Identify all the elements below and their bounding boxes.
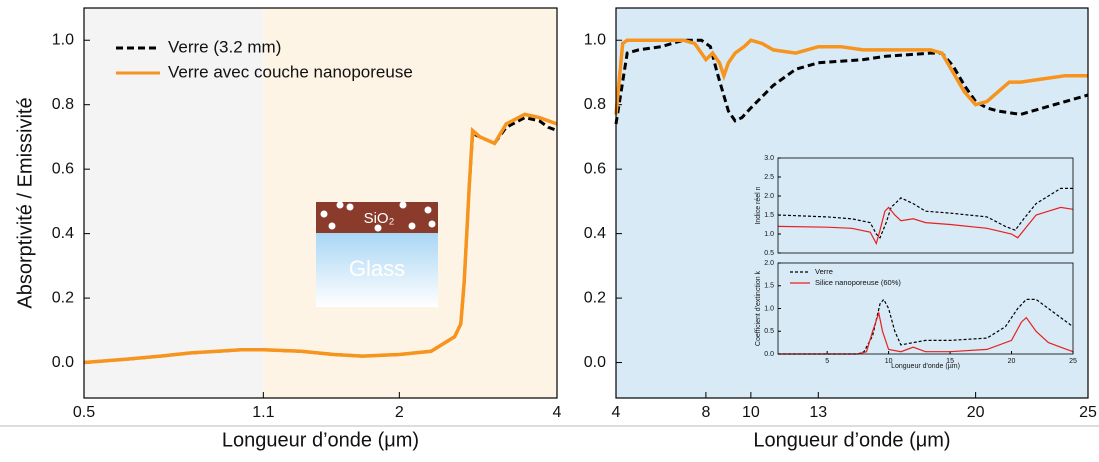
x-tick-label: 0.5	[73, 404, 95, 421]
pore	[328, 222, 336, 230]
x-tick-label: 10	[885, 358, 893, 365]
pore	[374, 224, 382, 232]
plot-frame	[615, 7, 1089, 399]
line-series	[777, 187, 1073, 239]
y-tick-label: 0.0	[764, 351, 774, 358]
x-axis-label: Longueur d’onde (μm)	[753, 429, 950, 451]
y-tick-label: 0.5	[764, 328, 774, 335]
y-tick-label: 0.6	[584, 160, 606, 177]
y-tick-label: 0.4	[52, 225, 74, 242]
x-tick-label: 20	[1008, 358, 1016, 365]
line-series	[777, 206, 1074, 246]
y-tick-label: 1.0	[52, 31, 74, 48]
x-tick-label: 8	[701, 404, 710, 421]
x-tick-label: 15	[946, 358, 954, 365]
pore	[399, 201, 407, 209]
y-axis-label: Coefficient d'extinction k	[755, 270, 762, 346]
x-tick-label: 20	[967, 404, 985, 421]
x-tick-label: 25	[1079, 404, 1097, 421]
x-tick-label: 5	[825, 358, 829, 365]
plot-background	[616, 8, 1088, 398]
y-tick-label: 2.5	[764, 174, 774, 181]
line-series	[614, 38, 1089, 125]
y-tick-label: 2.0	[764, 260, 774, 267]
y-tick-label: 1.5	[764, 212, 774, 219]
plot-frame	[777, 157, 1074, 254]
legend-label: Verre avec couche nanoporeuse	[168, 62, 413, 81]
y-tick-label: 0.8	[52, 96, 74, 113]
y-tick-label: 0.0	[52, 354, 74, 371]
y-tick-label: 1.0	[764, 305, 774, 312]
x-tick-label: 4	[612, 404, 621, 421]
pore	[320, 210, 328, 218]
pore	[408, 222, 416, 230]
legend-label: Verre (3.2 mm)	[168, 37, 281, 56]
x-tick-label: 13	[809, 404, 827, 421]
annotation: Glass	[349, 256, 405, 281]
pore	[346, 203, 354, 211]
y-axis-label: Indice réel n	[755, 186, 762, 224]
x-axis-label: Longueur d’onde (μm)	[222, 429, 419, 451]
x-tick-label: 2	[395, 404, 404, 421]
plot-frame	[777, 262, 1074, 355]
y-tick-label: 1.0	[764, 231, 774, 238]
y-axis-label: Absorptivité / Emissivité	[14, 97, 36, 308]
x-tick-label: 10	[742, 404, 760, 421]
y-tick-label: 0.2	[52, 289, 74, 306]
line-series	[778, 310, 1074, 355]
annotation: SiO₂	[364, 210, 395, 227]
y-tick-label: 0.8	[584, 96, 606, 113]
y-tick-label: 1.5	[764, 283, 774, 290]
y-tick-label: 1.0	[584, 31, 606, 48]
y-tick-label: 3.0	[764, 155, 774, 162]
y-tick-label: 0.0	[584, 354, 606, 371]
x-axis-label: Longueur d'onde (µm)	[891, 363, 960, 370]
y-tick-label: 0.5	[764, 250, 774, 257]
y-tick-label: 0.6	[52, 160, 74, 177]
glass-layer	[316, 233, 438, 307]
legend-label: Verre	[815, 267, 833, 276]
y-tick-label: 0.4	[584, 225, 606, 242]
legend-label: Silice nanoporeuse (60%)	[815, 278, 901, 287]
y-tick-label: 2.0	[764, 193, 774, 200]
y-tick-label: 0.2	[584, 289, 606, 306]
pore	[336, 201, 344, 209]
plot-frame	[83, 7, 558, 399]
line-series	[83, 116, 558, 364]
x-tick-label: 25	[1069, 358, 1077, 365]
x-tick-label: 4	[553, 404, 562, 421]
line-series	[83, 112, 558, 365]
line-series	[614, 38, 1088, 115]
background-band	[84, 8, 264, 398]
pore	[424, 206, 432, 214]
line-series	[778, 298, 1074, 355]
x-tick-label: 1.1	[252, 404, 274, 421]
pore	[428, 220, 436, 228]
